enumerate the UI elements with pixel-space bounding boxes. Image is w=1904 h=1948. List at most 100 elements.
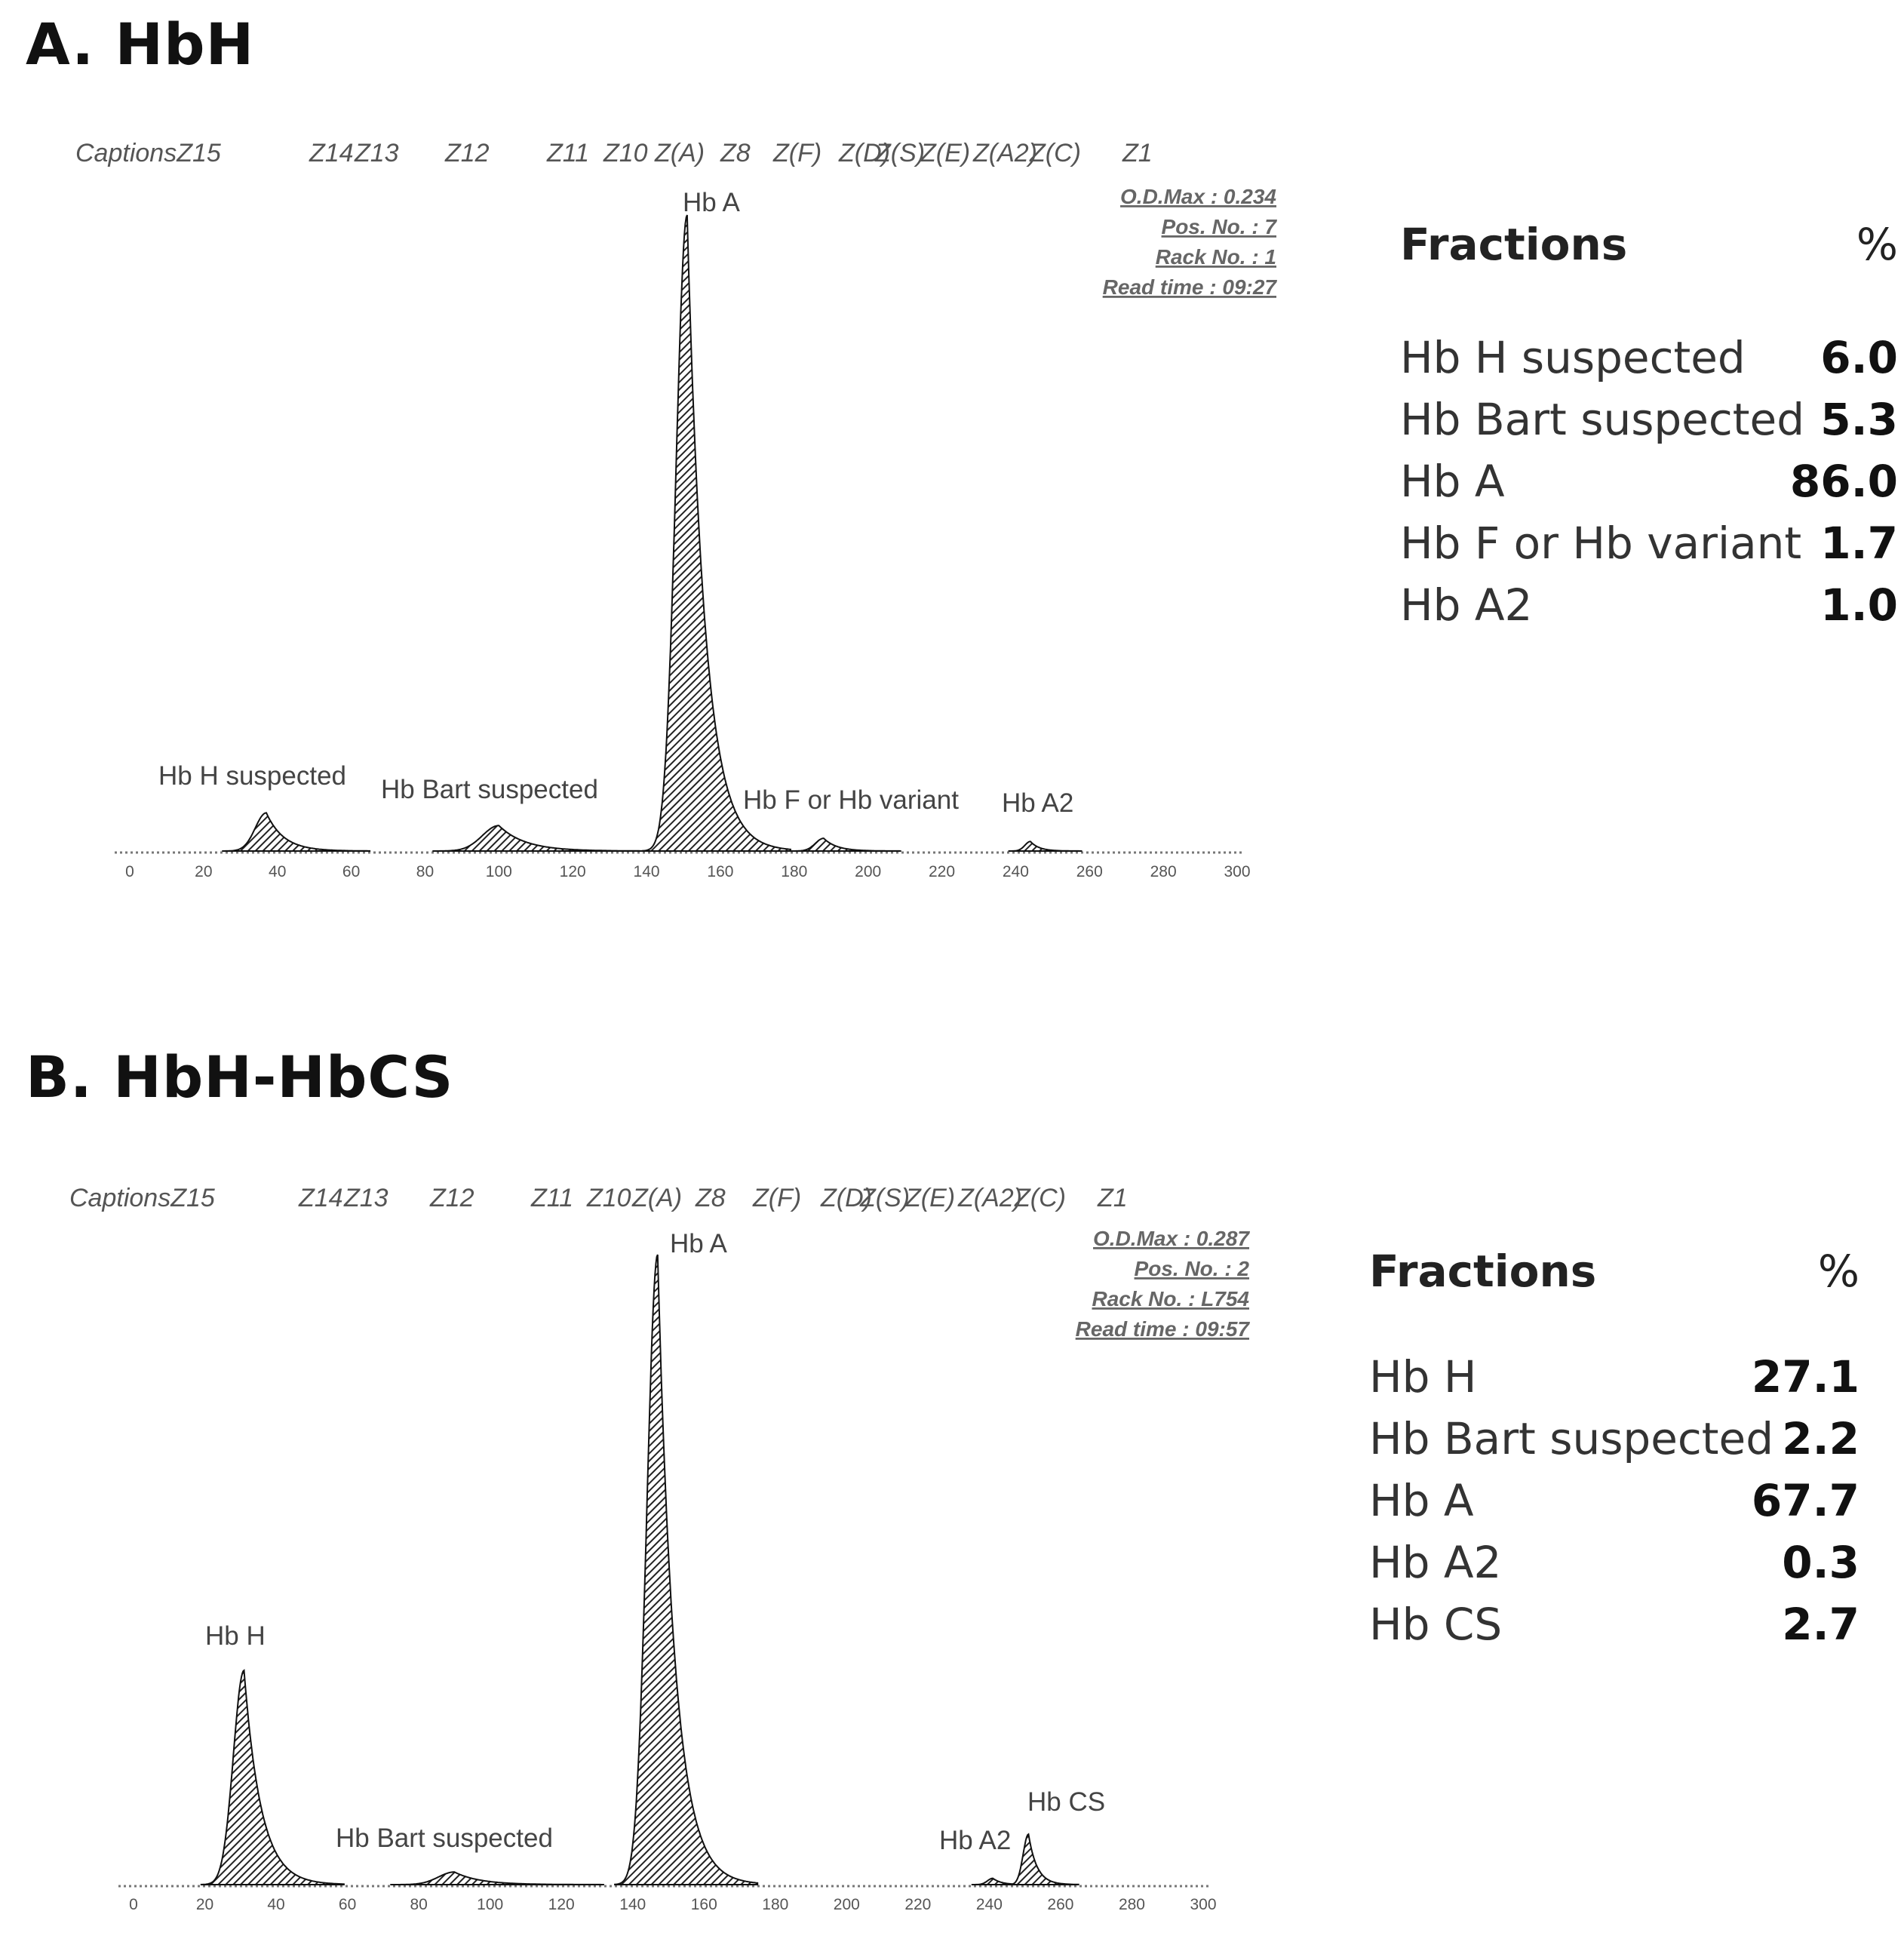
fractions-header-label: Fractions xyxy=(1400,219,1628,270)
x-tick-label: 80 xyxy=(416,863,434,880)
x-tick-label: 60 xyxy=(342,863,360,880)
fractions-table: Fractions % Hb H 27.1 Hb Bart suspected … xyxy=(1369,1246,1859,1668)
x-tick-label: 200 xyxy=(855,863,881,880)
peak-area xyxy=(200,1669,345,1885)
fraction-name: Hb Bart suspected xyxy=(1369,1413,1774,1464)
zone-caption: CaptionsZ15 xyxy=(69,1184,215,1212)
zone-caption: Z14 xyxy=(298,1184,343,1212)
zone-caption: Z10 xyxy=(586,1184,631,1212)
fraction-name: Hb A xyxy=(1400,456,1505,507)
x-tick-label: 160 xyxy=(691,1896,717,1913)
x-tick-label: 140 xyxy=(634,863,660,880)
run-info: Rack No. : L754 xyxy=(1092,1287,1249,1310)
peak-label: Hb F or Hb variant xyxy=(743,785,959,815)
run-info: O.D.Max : 0.234 xyxy=(1120,185,1276,208)
x-tick-label: 300 xyxy=(1190,1896,1216,1913)
fraction-name: Hb CS xyxy=(1369,1599,1503,1650)
fraction-value: 67.7 xyxy=(1751,1475,1859,1526)
run-info: O.D.Max : 0.287 xyxy=(1093,1227,1250,1250)
fraction-row: Hb F or Hb variant 1.7 xyxy=(1400,518,1898,578)
zone-caption: Z13 xyxy=(343,1184,388,1212)
run-info: Read time : 09:27 xyxy=(1103,275,1278,299)
peak-label: Hb A2 xyxy=(1002,788,1073,818)
peak-area xyxy=(222,812,371,852)
zone-caption: Z(F) xyxy=(772,139,821,167)
fraction-name: Hb H xyxy=(1369,1351,1477,1403)
x-tick-label: 200 xyxy=(834,1896,860,1913)
fraction-name: Hb Bart suspected xyxy=(1400,394,1805,445)
peak-area xyxy=(790,837,901,852)
zone-caption: Z1 xyxy=(1122,139,1153,167)
zone-caption: Z(S) xyxy=(859,1184,910,1212)
fraction-row: Hb A 86.0 xyxy=(1400,456,1898,516)
fraction-name: Hb A2 xyxy=(1400,579,1533,631)
run-info: Pos. No. : 7 xyxy=(1162,215,1278,238)
fractions-header-label: Fractions xyxy=(1369,1246,1597,1297)
zone-caption: Z(C) xyxy=(1029,139,1081,167)
fraction-value: 2.2 xyxy=(1782,1413,1859,1464)
fraction-row: Hb A2 0.3 xyxy=(1369,1537,1859,1597)
x-tick-label: 280 xyxy=(1119,1896,1145,1913)
x-tick-label: 0 xyxy=(129,1896,138,1913)
fraction-name: Hb H suspected xyxy=(1400,332,1746,383)
x-tick-label: 220 xyxy=(929,863,955,880)
fractions-header-unit: % xyxy=(1856,219,1898,270)
run-info: Pos. No. : 2 xyxy=(1135,1257,1250,1280)
x-tick-label: 80 xyxy=(410,1896,427,1913)
chromatogram-chart: CaptionsZ15 Z14 Z13 Z12 Z11 Z10 Z(A) Z8 Z(F) Z(D)… xyxy=(69,1184,1251,1913)
x-tick-label: 120 xyxy=(548,1896,575,1913)
x-tick-label: 40 xyxy=(269,863,286,880)
x-tick-label: 60 xyxy=(339,1896,356,1913)
x-tick-label: 240 xyxy=(976,1896,1003,1913)
fraction-row: Hb Bart suspected 2.2 xyxy=(1369,1413,1859,1473)
zone-caption: Z(E) xyxy=(904,1184,955,1212)
fractions-header-unit: % xyxy=(1817,1246,1859,1297)
zone-caption: Z(A2) xyxy=(972,139,1037,167)
peak-label: Hb H suspected xyxy=(158,761,346,791)
fractions-header: Fractions % xyxy=(1369,1246,1859,1306)
peak-label: Hb A xyxy=(683,188,741,217)
fraction-row: Hb A 67.7 xyxy=(1369,1475,1859,1535)
zone-caption: Z(F) xyxy=(752,1184,801,1212)
peak-label: Hb A xyxy=(670,1229,728,1258)
peak-area xyxy=(1007,1833,1079,1885)
x-tick-label: 300 xyxy=(1224,863,1250,880)
x-tick-label: 40 xyxy=(267,1896,284,1913)
x-tick-label: 160 xyxy=(707,863,733,880)
peak-area xyxy=(1008,840,1083,852)
peak-area xyxy=(390,1871,604,1885)
panel-hbh: A. HbH CaptionsZ15 Z14 Z13 Z12 Z11 Z10 Z(A) Z8 Z… xyxy=(26,11,1898,880)
chromatogram-chart: CaptionsZ15 Z14 Z13 Z12 Z11 Z10 Z(A) Z8 Z(F) Z(D)… xyxy=(75,139,1278,880)
x-tick-label: 260 xyxy=(1047,1896,1073,1913)
fraction-name: Hb A2 xyxy=(1369,1537,1502,1588)
panel-title: A. HbH xyxy=(26,11,255,78)
zone-caption: Z(A) xyxy=(631,1184,682,1212)
run-info: Read time : 09:57 xyxy=(1076,1317,1251,1341)
zone-caption: Z10 xyxy=(603,139,648,167)
zone-caption: Z(C) xyxy=(1014,1184,1066,1212)
fraction-value: 0.3 xyxy=(1782,1537,1859,1588)
zone-caption: Z(D) xyxy=(838,139,890,167)
fraction-value: 27.1 xyxy=(1751,1351,1859,1403)
fraction-row: Hb A2 1.0 xyxy=(1400,579,1898,640)
zone-caption: Z12 xyxy=(429,1184,474,1212)
zone-caption: Z(A) xyxy=(654,139,705,167)
peak-label: Hb Bart suspected xyxy=(381,775,598,804)
zone-caption: Z14 xyxy=(309,139,354,167)
zone-caption: Z8 xyxy=(720,139,751,167)
fraction-row: Hb H suspected 6.0 xyxy=(1400,332,1898,392)
zone-caption: Z13 xyxy=(354,139,399,167)
x-tick-label: 180 xyxy=(781,863,807,880)
x-tick-label: 20 xyxy=(196,1896,213,1913)
fraction-row: Hb H 27.1 xyxy=(1369,1351,1859,1412)
peak-area xyxy=(642,214,791,852)
x-tick-label: 280 xyxy=(1150,863,1177,880)
x-tick-label: 120 xyxy=(560,863,586,880)
fraction-value: 2.7 xyxy=(1782,1599,1859,1650)
zone-caption: Z(E) xyxy=(920,139,970,167)
x-tick-label: 220 xyxy=(904,1896,931,1913)
zone-caption: Z12 xyxy=(444,139,490,167)
fraction-name: Hb A xyxy=(1369,1475,1474,1526)
x-tick-label: 100 xyxy=(477,1896,503,1913)
zone-caption: Z11 xyxy=(546,139,589,167)
